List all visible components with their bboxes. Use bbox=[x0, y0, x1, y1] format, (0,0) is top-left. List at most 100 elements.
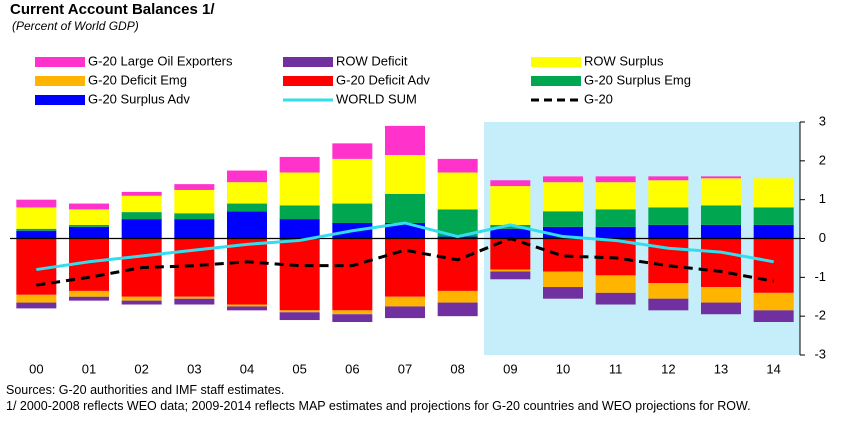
x-tick-label: 11 bbox=[609, 361, 623, 376]
y-tick-label: -2 bbox=[814, 308, 826, 323]
bar-segment bbox=[595, 226, 636, 239]
bar-segment bbox=[279, 156, 320, 173]
bar-segment bbox=[701, 287, 741, 303]
bar-segment bbox=[701, 238, 741, 288]
bar-segment bbox=[279, 310, 320, 313]
bar-segment bbox=[69, 296, 109, 301]
bar-segment bbox=[490, 271, 531, 280]
line-series bbox=[36, 221, 774, 272]
bar-segment bbox=[227, 170, 267, 183]
source-note: Sources: G-20 authorities and IMF staff … bbox=[6, 383, 285, 397]
bar-segment bbox=[16, 230, 57, 239]
notes: Sources: G-20 authorities and IMF staff … bbox=[6, 382, 856, 414]
bar-segment bbox=[69, 290, 109, 297]
legend-label: ROW Deficit bbox=[336, 53, 408, 68]
legend-label: G-20 Deficit Emg bbox=[88, 72, 187, 87]
bar-segment bbox=[648, 224, 689, 239]
bar-segment bbox=[121, 219, 162, 239]
bar-segment bbox=[227, 238, 267, 305]
legend-swatch bbox=[35, 76, 85, 86]
x-tick-label: 00 bbox=[29, 361, 43, 376]
bar-segment bbox=[279, 219, 320, 239]
bar-segment bbox=[648, 207, 689, 225]
bar-segment bbox=[227, 304, 267, 307]
bar-segment bbox=[332, 143, 373, 159]
chart-title: Current Account Balances 1/ bbox=[10, 1, 215, 18]
bar-segment bbox=[595, 275, 636, 293]
x-tick-label: 09 bbox=[503, 361, 517, 376]
x-tick-label: 01 bbox=[82, 361, 96, 376]
chart-subtitle: (Percent of World GDP) bbox=[12, 19, 139, 33]
bar-segment bbox=[490, 180, 531, 187]
bar-segment bbox=[16, 302, 57, 309]
bar-segment bbox=[332, 314, 373, 322]
bar-segment bbox=[279, 172, 320, 206]
y-tick-label: 3 bbox=[819, 113, 826, 128]
bar-segment bbox=[174, 298, 215, 305]
x-tick-label: 05 bbox=[292, 361, 306, 376]
x-tick-label: 10 bbox=[556, 361, 570, 376]
x-tick-label: 13 bbox=[714, 361, 728, 376]
bar-segment bbox=[385, 296, 425, 307]
bar-segment bbox=[69, 209, 109, 225]
x-tick-label: 04 bbox=[240, 361, 254, 376]
bar-segment bbox=[16, 199, 57, 208]
legend-label: G-20 Surplus Emg bbox=[584, 72, 691, 87]
bar-segment bbox=[121, 191, 162, 196]
legend-swatch bbox=[531, 76, 581, 86]
bar-segment bbox=[753, 224, 794, 239]
bar-segment bbox=[16, 228, 57, 231]
bar-segment bbox=[543, 226, 583, 239]
bar-segment bbox=[279, 312, 320, 321]
bar-segment bbox=[490, 228, 531, 239]
legend-label: WORLD SUM bbox=[336, 91, 417, 106]
x-tick-label: 03 bbox=[187, 361, 201, 376]
legend-label: G-20 Large Oil Exporters bbox=[88, 53, 233, 68]
x-tick-label: 07 bbox=[398, 361, 412, 376]
bar-segment bbox=[437, 172, 478, 210]
bar-segment bbox=[332, 158, 373, 204]
bar-segment bbox=[595, 182, 636, 210]
bar-segment bbox=[595, 209, 636, 227]
bar-segment bbox=[490, 186, 531, 225]
bar-segment bbox=[121, 212, 162, 220]
bar-segment bbox=[385, 306, 425, 319]
bar-segment bbox=[174, 296, 215, 299]
bar-segment bbox=[227, 306, 267, 311]
bar-segment bbox=[437, 238, 478, 291]
bar-segment bbox=[69, 226, 109, 239]
bar-segment bbox=[753, 207, 794, 225]
y-tick-label: 2 bbox=[819, 152, 826, 167]
bar-segment bbox=[648, 180, 689, 208]
bar-segment bbox=[227, 203, 267, 212]
bar-segment bbox=[227, 211, 267, 239]
bar-segment bbox=[437, 290, 478, 303]
legend-swatch bbox=[35, 57, 85, 67]
y-tick-label: 0 bbox=[819, 230, 826, 245]
bar-segment bbox=[543, 271, 583, 288]
bar-segment bbox=[332, 203, 373, 223]
bar-segment bbox=[595, 292, 636, 305]
bar-segment bbox=[227, 182, 267, 204]
bar-segment bbox=[174, 189, 215, 214]
bar-segment bbox=[490, 224, 531, 229]
legend-label: G-20 bbox=[584, 91, 613, 106]
legend-swatch bbox=[531, 57, 581, 67]
bar-segment bbox=[121, 296, 162, 301]
bar-segment bbox=[69, 203, 109, 210]
bar-segment bbox=[174, 213, 215, 220]
legend-label: ROW Surplus bbox=[584, 53, 664, 68]
footnote: 1/ 2000-2008 reflects WEO data; 2009-201… bbox=[6, 399, 751, 413]
legend-swatch bbox=[283, 57, 333, 67]
y-tick-label: -1 bbox=[814, 269, 826, 284]
bar-segment bbox=[648, 283, 689, 299]
bar-segment bbox=[437, 302, 478, 317]
bar-segment bbox=[69, 224, 109, 227]
x-tick-label: 06 bbox=[345, 361, 359, 376]
legend-label: G-20 Deficit Adv bbox=[336, 72, 430, 87]
bar-segment bbox=[753, 292, 794, 311]
x-tick-label: 12 bbox=[661, 361, 675, 376]
bar-segment bbox=[279, 205, 320, 220]
bar-segment bbox=[385, 155, 425, 194]
